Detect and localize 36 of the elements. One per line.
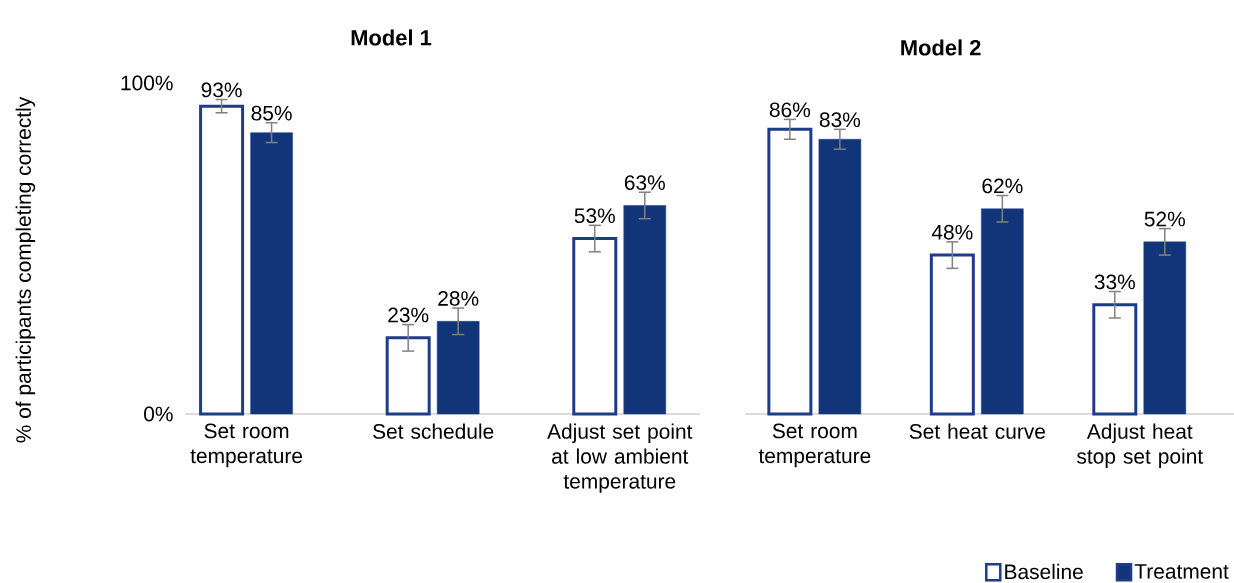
chart-title: Model 1 [351, 29, 432, 46]
bar [818, 139, 862, 415]
legend-label: Baseline [1005, 563, 1083, 580]
data-label: 86% [769, 102, 811, 118]
data-label: 85% [251, 105, 292, 121]
x-tick-label: Adjust heat stop set point [1076, 423, 1203, 468]
bar [623, 205, 667, 415]
bar [981, 208, 1024, 415]
chart-title: Model 2 [901, 39, 981, 56]
bar [385, 336, 431, 416]
data-label: 83% [819, 112, 861, 128]
bar [436, 321, 480, 415]
data-label: 93% [201, 82, 242, 98]
data-label: 62% [982, 178, 1023, 194]
data-label: 48% [931, 224, 973, 240]
bar [572, 237, 618, 416]
x-tick-label: Set heat curve [909, 423, 1045, 439]
legend-label: Treatment [1134, 564, 1229, 579]
bar [250, 132, 293, 415]
bar [1092, 303, 1138, 416]
data-label: 23% [388, 307, 429, 323]
x-tick-label: Set room temperature [758, 423, 871, 468]
y-axis-title: % of participants completing correctly [15, 96, 36, 443]
x-tick-label: Set schedule [373, 423, 494, 439]
x-tick-label: Set room temperature [190, 423, 303, 468]
data-label: 33% [1094, 274, 1135, 290]
data-label: 52% [1144, 211, 1185, 227]
x-tick-label: Adjust set point at low ambient temperature [547, 423, 693, 493]
data-label: 63% [624, 175, 665, 191]
data-label: 53% [574, 208, 615, 224]
bar [929, 253, 975, 416]
bar [199, 104, 245, 416]
bar [1143, 241, 1187, 415]
y-tick-label: 0% [144, 406, 173, 422]
data-label: 28% [438, 291, 479, 306]
y-tick-label: 100% [121, 75, 173, 91]
